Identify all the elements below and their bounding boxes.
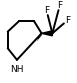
Polygon shape	[42, 31, 52, 36]
Text: F: F	[65, 16, 70, 25]
Text: F: F	[57, 1, 62, 10]
Text: F: F	[44, 6, 49, 15]
Text: NH: NH	[10, 65, 23, 74]
